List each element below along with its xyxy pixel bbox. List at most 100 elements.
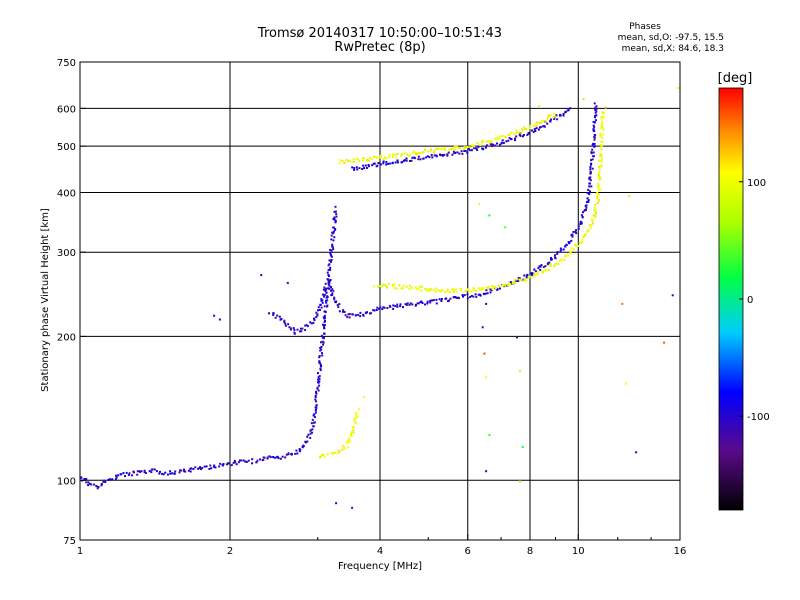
echo-point bbox=[592, 142, 595, 145]
echo-point bbox=[455, 296, 458, 299]
echo-point bbox=[355, 412, 358, 414]
echo-point bbox=[451, 147, 454, 150]
echo-point bbox=[559, 250, 562, 253]
echo-point bbox=[408, 303, 411, 306]
echo-point bbox=[263, 456, 266, 459]
echo-point bbox=[304, 324, 307, 327]
echo-point bbox=[433, 154, 436, 157]
echo-point bbox=[585, 204, 588, 207]
echo-point bbox=[402, 284, 405, 287]
echo-point bbox=[560, 248, 563, 251]
echo-point bbox=[351, 426, 354, 429]
stats-heading: Phases bbox=[629, 22, 661, 32]
echo-traces bbox=[80, 87, 680, 509]
echo-point bbox=[334, 220, 337, 223]
echo-point bbox=[482, 287, 485, 290]
y-tick-label: 500 bbox=[57, 142, 76, 153]
echo-point bbox=[178, 471, 181, 474]
echo-point bbox=[320, 348, 323, 351]
echo-point bbox=[564, 254, 567, 257]
echo-point bbox=[538, 122, 541, 125]
echo-point bbox=[466, 297, 469, 300]
echo-point bbox=[335, 215, 338, 218]
echo-point bbox=[600, 140, 603, 143]
echo-point bbox=[592, 121, 595, 123]
echo-point bbox=[485, 470, 488, 473]
echo-point bbox=[521, 445, 524, 448]
echo-point bbox=[333, 210, 336, 213]
echo-point bbox=[527, 132, 530, 134]
echo-point bbox=[592, 128, 595, 131]
echo-point bbox=[395, 287, 398, 290]
echo-point bbox=[450, 147, 453, 150]
echo-point bbox=[589, 227, 592, 230]
echo-point bbox=[548, 261, 551, 264]
echo-point bbox=[151, 468, 154, 471]
echo-point bbox=[324, 310, 327, 313]
echo-point bbox=[534, 270, 537, 273]
echo-point bbox=[514, 280, 517, 282]
echo-point bbox=[321, 340, 324, 343]
echo-point bbox=[391, 162, 394, 165]
echo-point bbox=[511, 282, 514, 285]
echo-point bbox=[486, 144, 489, 147]
echo-point bbox=[326, 287, 329, 290]
echo-point bbox=[438, 298, 441, 301]
echo-point bbox=[524, 278, 527, 281]
echo-point bbox=[590, 218, 593, 221]
echo-point bbox=[586, 197, 589, 200]
echo-point bbox=[386, 307, 389, 309]
echo-point bbox=[319, 363, 322, 366]
echo-point bbox=[357, 313, 360, 316]
echo-point bbox=[528, 127, 531, 130]
echo-point bbox=[594, 214, 597, 217]
echo-point bbox=[424, 287, 427, 290]
echo-point bbox=[262, 459, 265, 462]
echo-point bbox=[272, 456, 275, 458]
echo-point bbox=[485, 376, 488, 379]
echo-point bbox=[468, 289, 471, 292]
echo-point bbox=[569, 107, 572, 110]
echo-point bbox=[391, 155, 394, 158]
echo-point bbox=[322, 343, 325, 346]
echo-point bbox=[402, 306, 404, 309]
echo-point bbox=[234, 461, 237, 464]
echo-point bbox=[415, 287, 418, 290]
echo-point bbox=[559, 247, 562, 250]
echo-point bbox=[334, 228, 337, 230]
echo-point bbox=[577, 244, 580, 247]
echo-point bbox=[522, 135, 524, 138]
echo-point bbox=[383, 284, 385, 287]
echo-point bbox=[592, 124, 595, 127]
echo-point bbox=[479, 288, 482, 291]
echo-point bbox=[485, 140, 488, 143]
echo-point bbox=[444, 291, 447, 293]
echo-point bbox=[190, 467, 193, 470]
echo-point bbox=[321, 293, 324, 296]
echo-point bbox=[352, 431, 355, 434]
echo-point bbox=[591, 219, 594, 222]
echo-point bbox=[593, 102, 596, 105]
echo-point bbox=[467, 288, 470, 291]
echo-point bbox=[582, 98, 585, 101]
echo-point bbox=[326, 453, 329, 455]
echo-point bbox=[535, 127, 538, 130]
echo-point bbox=[369, 312, 371, 315]
echo-point bbox=[449, 297, 452, 300]
echo-point bbox=[586, 230, 589, 233]
echo-point bbox=[128, 472, 131, 475]
echo-point bbox=[441, 289, 444, 291]
echo-point bbox=[274, 316, 277, 319]
echo-point bbox=[381, 308, 384, 311]
echo-point bbox=[478, 203, 481, 206]
echo-point bbox=[440, 148, 443, 150]
echo-point bbox=[495, 287, 497, 290]
echo-point bbox=[430, 288, 433, 291]
echo-point bbox=[600, 160, 603, 163]
echo-point bbox=[520, 131, 523, 134]
echo-point bbox=[320, 298, 323, 301]
echo-point bbox=[355, 314, 358, 317]
echo-point bbox=[205, 465, 208, 468]
echo-point bbox=[293, 332, 296, 335]
echo-point bbox=[575, 229, 577, 232]
